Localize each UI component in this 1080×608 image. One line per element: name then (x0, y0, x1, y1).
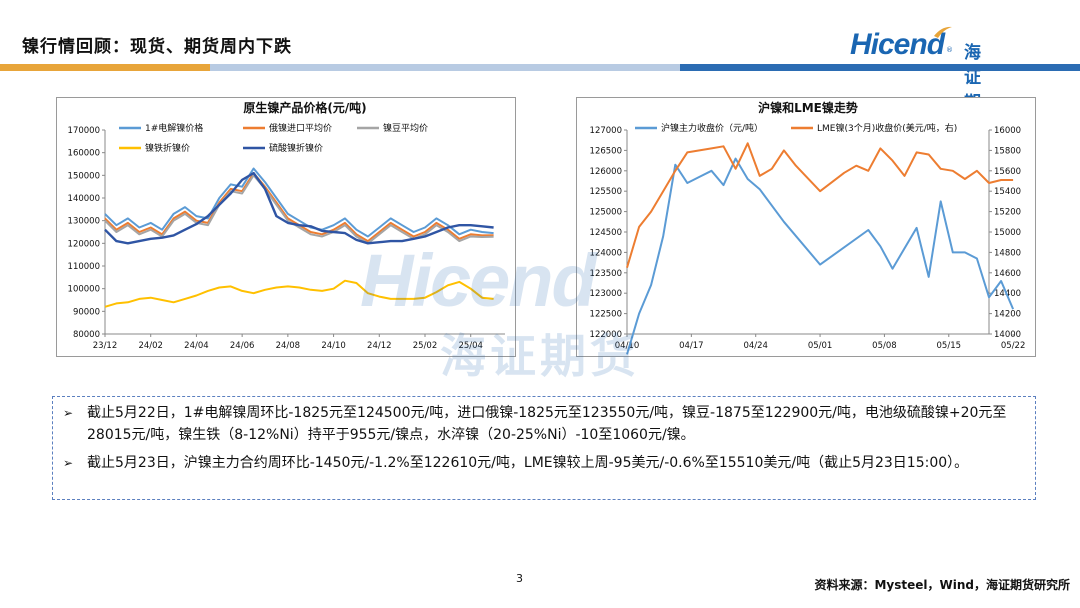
y-tick-label: 126000 (590, 167, 622, 177)
x-tick-label: 05/01 (808, 341, 833, 351)
header-bar-blue (680, 64, 1080, 71)
y-tick-label: 125000 (590, 208, 622, 218)
y-tick-label: 122000 (590, 330, 622, 340)
series-line (626, 142, 1014, 268)
shfe-lme-nickel-chart: 沪镍和LME镍走势 122000 122500 123000 123500 124000 1… (576, 97, 1036, 357)
y2-tick-label: 14800 (994, 248, 1021, 258)
page-title: 镍行情回顾：现货、期货周内下跌 (22, 37, 292, 57)
y-tick-label: 122500 (590, 310, 622, 320)
x-tick-label: 04/10 (615, 341, 640, 351)
header-bar-light-blue (210, 64, 680, 71)
legend-label: 镍豆平均价 (383, 122, 428, 134)
series-line (104, 174, 494, 245)
commentary-bullet: ➢ 截止5月23日，沪镍主力合约周环比-1450元/-1.2%至122610元/… (63, 452, 1023, 474)
x-tick-label: 24/10 (321, 341, 346, 351)
series-line (104, 172, 494, 243)
series-line (104, 279, 494, 308)
y2-tick-label: 14000 (994, 330, 1021, 340)
y-tick-label: 170000 (68, 126, 100, 136)
logo-swoosh-icon (934, 26, 952, 38)
y-tick-label: 124000 (590, 248, 622, 258)
y-tick-label: 160000 (68, 149, 100, 159)
nickel-products-price-chart: 原生镍产品价格(元/吨) 80000 90000 100000 110000 120000… (56, 97, 516, 357)
x-tick-label: 05/15 (937, 341, 962, 351)
arrow-bullet-icon: ➢ (63, 406, 74, 420)
commentary-text-futures: 截止5月23日，沪镍主力合约周环比-1450元/-1.2%至122610元/吨，… (87, 455, 969, 471)
y-tick-label: 123500 (590, 269, 622, 279)
commentary-bullet: ➢ 截止5月22日，1#电解镍周环比-1825元至124500元/吨，进口俄镍-… (63, 402, 1023, 446)
y-tick-label: 80000 (73, 330, 100, 340)
y-tick-label: 123000 (590, 289, 622, 299)
y-tick-label: 125500 (590, 187, 622, 197)
chart1-svg: 原生镍产品价格(元/吨) 80000 90000 100000 110000 120000… (68, 100, 505, 351)
series-line (104, 171, 494, 245)
y2-tick-label: 16000 (994, 126, 1021, 136)
x-tick-label: 24/02 (138, 341, 163, 351)
legend-label: 硫酸镍折镍价 (269, 142, 323, 154)
chart-title: 沪镍和LME镍走势 (758, 100, 858, 115)
x-tick-label: 05/22 (1001, 341, 1026, 351)
y-tick-label: 120000 (68, 239, 100, 249)
legend-label: 沪镍主力收盘价（元/吨） (661, 122, 763, 134)
x-tick-label: 24/12 (367, 341, 392, 351)
logo-text-en: Hicend (850, 28, 945, 61)
legend-label: 镍铁折镍价 (145, 142, 190, 154)
y-tick-label: 130000 (68, 217, 100, 227)
legend-label: 1#电解镍价格 (145, 122, 203, 134)
x-tick-label: 23/12 (93, 341, 118, 351)
y2-tick-label: 15000 (994, 228, 1021, 238)
header-divider-bar (0, 64, 1080, 71)
y-tick-label: 126500 (590, 146, 622, 156)
y-tick-label: 127000 (590, 126, 622, 136)
header-bar-orange (0, 64, 210, 71)
y2-tick-label: 15800 (994, 146, 1021, 156)
x-tick-label: 25/04 (458, 341, 483, 351)
y2-tick-label: 15200 (994, 208, 1021, 218)
y2-tick-label: 14200 (994, 310, 1021, 320)
legend-label: LME镍(3个月)收盘价(美元/吨，右) (817, 122, 957, 134)
y-tick-label: 140000 (68, 194, 100, 204)
y-tick-label: 124500 (590, 228, 622, 238)
legend-label: 俄镍进口平均价 (269, 122, 332, 134)
page-number: 3 (516, 572, 523, 585)
series-line (104, 167, 494, 238)
y2-tick-label: 15600 (994, 167, 1021, 177)
x-tick-label: 25/02 (413, 341, 438, 351)
x-tick-label: 24/08 (276, 341, 301, 351)
y-tick-label: 110000 (68, 262, 100, 272)
series-line (626, 157, 1015, 355)
y-tick-label: 150000 (68, 171, 100, 181)
x-tick-label: 05/08 (872, 341, 897, 351)
arrow-bullet-icon: ➢ (63, 456, 74, 470)
commentary-box: ➢ 截止5月22日，1#电解镍周环比-1825元至124500元/吨，进口俄镍-… (52, 396, 1036, 500)
chart-title: 原生镍产品价格(元/吨) (243, 100, 366, 115)
logo-registered-mark: ® (946, 46, 953, 54)
x-tick-label: 24/06 (230, 341, 255, 351)
y-tick-label: 90000 (73, 307, 100, 317)
data-source: 资料来源：Mysteel，Wind，海证期货研究所 (814, 578, 1070, 592)
commentary-text-spot: 截止5月22日，1#电解镍周环比-1825元至124500元/吨，进口俄镍-18… (87, 405, 1007, 443)
x-tick-label: 04/24 (743, 341, 768, 351)
x-tick-label: 24/04 (184, 341, 209, 351)
y2-tick-label: 15400 (994, 187, 1021, 197)
chart2-svg: 沪镍和LME镍走势 122000 122500 123000 123500 124000 1… (590, 100, 1026, 355)
y2-tick-label: 14600 (994, 269, 1021, 279)
x-tick-label: 04/17 (679, 341, 704, 351)
y-tick-label: 100000 (68, 285, 100, 295)
